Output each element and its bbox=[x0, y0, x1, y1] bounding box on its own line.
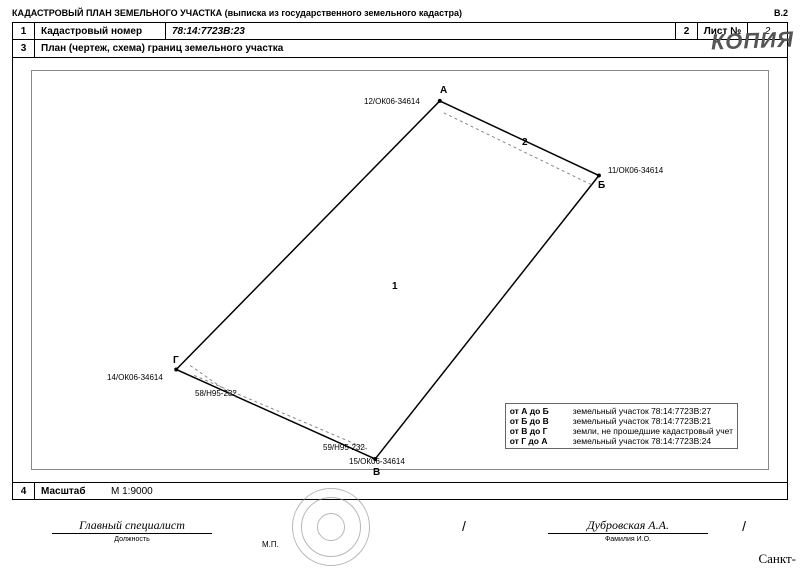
row-cadastral: 1 Кадастровый номер 78:14:7723В:23 2 Лис… bbox=[12, 22, 788, 40]
diagram-label: Г bbox=[173, 355, 179, 366]
seal-stamp bbox=[292, 488, 370, 566]
mp-label: М.П. bbox=[262, 540, 279, 549]
signature-left: Главный специалист Должность bbox=[52, 518, 212, 543]
scale-value: М 1:9000 bbox=[105, 483, 787, 499]
plan-frame: А12/ОК06-34614Б11/ОК06-34614В15/ОК06-346… bbox=[31, 70, 769, 470]
position-sub: Должность bbox=[52, 536, 212, 543]
legend-row: от Г до А земельный участок 78:14:7723В:2… bbox=[510, 436, 733, 446]
signer-name: Дубровская А.А. bbox=[548, 518, 708, 534]
legend-key: от Б до В bbox=[510, 416, 565, 426]
diagram-label: 12/ОК06-34614 bbox=[364, 97, 420, 106]
plan-area: А 12/ОК06-34614 Б11/ОК06-34614 В15/ОК06-346… bbox=[12, 58, 788, 482]
diagram-label: 58/Н95-232 bbox=[195, 389, 237, 398]
diagram-label: В bbox=[373, 467, 380, 478]
sankt-text: Санкт- bbox=[758, 551, 796, 567]
cell-1-num: 1 bbox=[13, 23, 35, 39]
legend-text: земельный участок 78:14:7723В:27 bbox=[573, 406, 711, 416]
legend-text: земли, не прошедшие кадастровый учет bbox=[573, 426, 733, 436]
row-plan-title: 3 План (чертеж, схема) границ земельного… bbox=[12, 40, 788, 58]
diagram-label: 1 bbox=[392, 281, 398, 292]
legend-key: от А до Б bbox=[510, 406, 565, 416]
signer-sub: Фамилия И.О. bbox=[548, 536, 708, 543]
diagram-label: А bbox=[440, 85, 447, 96]
cadastral-label: Кадастровый номер bbox=[35, 23, 165, 39]
position-name: Главный специалист bbox=[52, 518, 212, 534]
diagram-label: 11/ОК06-34614 bbox=[608, 166, 663, 175]
copy-stamp: КОПИЯ bbox=[711, 27, 795, 56]
row-scale: 4 Масштаб М 1:9000 bbox=[12, 482, 788, 500]
legend-box: от А до Б земельный участок 78:14:7723В:2… bbox=[505, 403, 738, 449]
doc-title: КАДАСТРОВЫЙ ПЛАН ЗЕМЕЛЬНОГО УЧАСТКА (вып… bbox=[12, 8, 462, 18]
legend-key: от Г до А bbox=[510, 436, 565, 446]
scale-label: Масштаб bbox=[35, 483, 105, 499]
cell-4-num: 4 bbox=[13, 483, 35, 499]
legend-key: от В до Г bbox=[510, 426, 565, 436]
legend-row: от Б до В земельный участок 78:14:7723В:2… bbox=[510, 416, 733, 426]
legend-text: земельный участок 78:14:7723В:21 bbox=[573, 416, 711, 426]
legend-row: от В до Г земли, не прошедшие кадастровый… bbox=[510, 426, 733, 436]
diagram-label: 15/ОК06-34614 bbox=[349, 457, 405, 466]
legend-row: от А до Б земельный участок 78:14:7723В:2… bbox=[510, 406, 733, 416]
form-code: В.2 bbox=[774, 8, 788, 18]
diagram-label: 2 bbox=[522, 137, 528, 148]
slash-1: / bbox=[462, 518, 466, 534]
plan-title: План (чертеж, схема) границ земельного у… bbox=[35, 40, 787, 57]
slash-2: / bbox=[742, 518, 746, 534]
diagram-label: 59/Н95-232 bbox=[323, 443, 365, 452]
cell-2-num: 2 bbox=[675, 23, 697, 39]
signature-right: Дубровская А.А. Фамилия И.О. bbox=[548, 518, 708, 543]
cell-3-num: 3 bbox=[13, 40, 35, 57]
cadastral-number: 78:14:7723В:23 bbox=[165, 23, 675, 39]
footer: Главный специалист Должность М.П. / Дубр… bbox=[12, 504, 788, 564]
legend-text: земельный участок 78:14:7723В:24 bbox=[573, 436, 711, 446]
diagram-label: Б bbox=[598, 180, 605, 191]
diagram-label: 14/ОК06-34614 bbox=[107, 373, 163, 382]
